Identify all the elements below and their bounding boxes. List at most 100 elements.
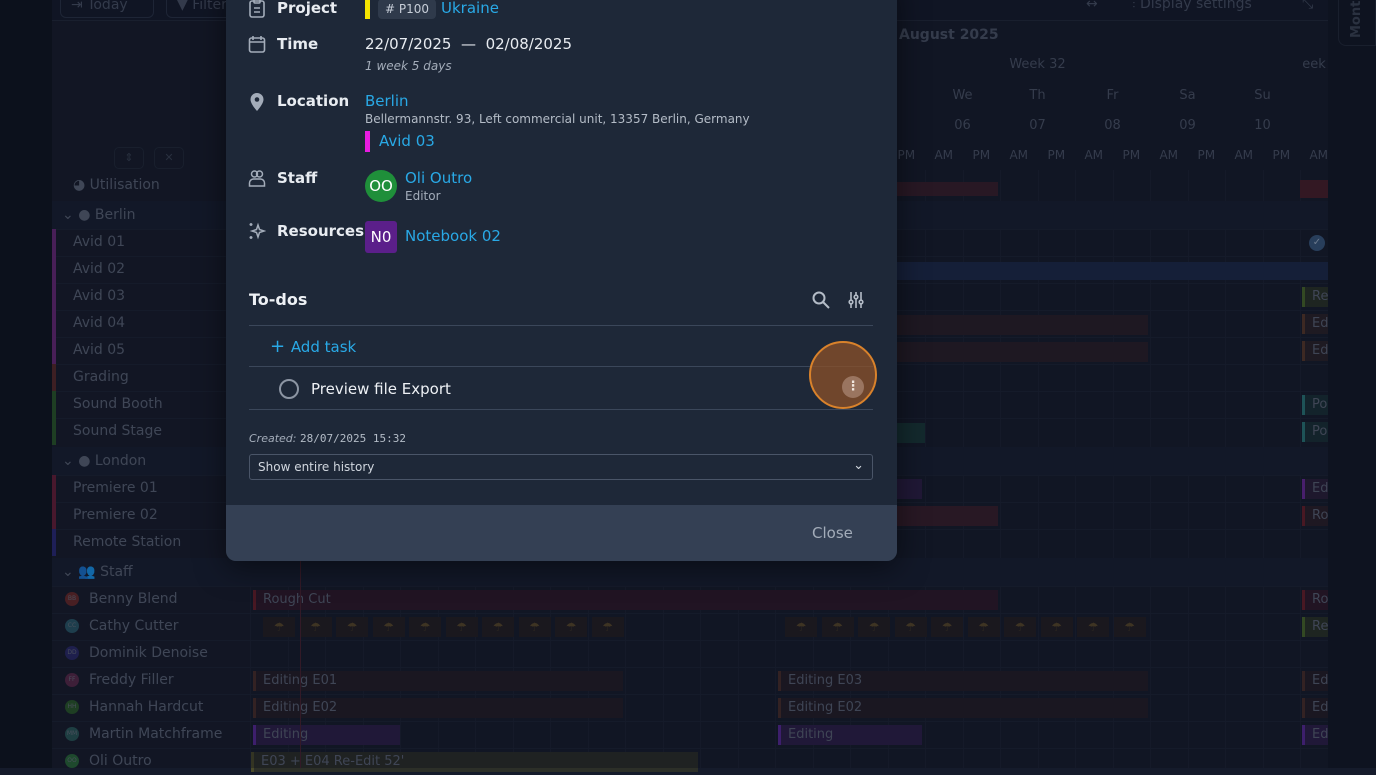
fullscreen-button[interactable]: ⤡	[1302, 0, 1314, 12]
booking-bar[interactable]	[897, 262, 1328, 280]
resource-row[interactable]: Dominik Denoise	[89, 645, 208, 661]
group-berlin[interactable]: ⌄ ● Berlin	[62, 207, 136, 223]
today-button[interactable]: ⇥ Today	[60, 0, 154, 18]
staff-avatar-small: CC	[65, 619, 79, 633]
task-checkbox[interactable]	[279, 379, 299, 399]
resource-row[interactable]: Avid 02	[73, 261, 126, 277]
vacation-umbrella-icon[interactable]: ☂	[555, 617, 587, 637]
booking-bar[interactable]	[897, 342, 1148, 362]
resource-row[interactable]: Avid 03	[73, 288, 126, 304]
vacation-umbrella-icon[interactable]: ☂	[858, 617, 890, 637]
group-london[interactable]: ⌄ ● London	[62, 453, 147, 469]
project-link[interactable]: Ukraine	[441, 0, 499, 17]
resource-row[interactable]: Hannah Hardcut	[89, 699, 204, 715]
resource-color-stripe	[52, 502, 56, 529]
task-more-button[interactable]: ⋮	[842, 376, 864, 398]
close-button[interactable]: Close	[812, 524, 853, 542]
vacation-umbrella-icon[interactable]: ☂	[821, 617, 854, 637]
expand-horizontal-button[interactable]: ↔	[1086, 0, 1098, 12]
resource-row[interactable]: Sound Booth	[73, 396, 163, 412]
booking-bar-editing[interactable]: Editing	[778, 725, 922, 745]
vacation-umbrella-icon[interactable]: ☂	[445, 617, 478, 637]
vacation-umbrella-icon[interactable]: ☂	[591, 617, 624, 637]
vacation-umbrella-icon[interactable]: ☂	[372, 617, 405, 637]
check-circle-icon: ✓	[1309, 235, 1325, 251]
resource-row[interactable]: Martin Matchframe	[89, 726, 223, 742]
resource-row[interactable]: Cathy Cutter	[89, 618, 179, 634]
booking-bar[interactable]: Edi	[1302, 341, 1328, 361]
divider	[249, 409, 873, 410]
group-staff[interactable]: ⌄ 👥 Staff	[62, 564, 133, 580]
vacation-umbrella-icon[interactable]: ☂	[1077, 617, 1109, 637]
vacation-umbrella-icon[interactable]: ☂	[299, 617, 332, 637]
booking-bar[interactable]: Ro	[1302, 590, 1328, 610]
vacation-umbrella-icon[interactable]: ☂	[894, 617, 927, 637]
display-settings-button[interactable]: ⫶ Display settings	[1122, 0, 1292, 18]
plus-icon: +	[270, 336, 291, 357]
vacation-umbrella-icon[interactable]: ☂	[785, 617, 817, 637]
today-icon: ⇥	[71, 0, 88, 13]
history-select[interactable]: Show entire history ⌄	[249, 454, 873, 480]
booking-bar[interactable]	[897, 423, 925, 443]
staff-link[interactable]: Oli Outro	[405, 169, 473, 187]
booking-bar[interactable]: Ro	[1302, 506, 1328, 526]
vacation-umbrella-icon[interactable]: ☂	[931, 617, 963, 637]
booking-bar[interactable]: Edi	[1302, 314, 1328, 334]
booking-bar[interactable]: Edi	[1302, 671, 1328, 691]
resource-color-stripe	[52, 256, 56, 283]
vacation-umbrella-icon[interactable]: ☂	[1040, 617, 1073, 637]
resource-color-stripe	[52, 391, 56, 418]
booking-bar-rough-cut[interactable]: Rough Cut	[253, 590, 998, 610]
booking-bar[interactable]	[897, 506, 998, 526]
resource-color-stripe	[52, 283, 56, 310]
booking-bar-editing[interactable]: Editing	[253, 725, 400, 745]
todos-title: To-dos	[249, 290, 308, 309]
vacation-umbrella-icon[interactable]: ☂	[336, 617, 368, 637]
location-link[interactable]: Berlin	[365, 92, 409, 110]
booking-bar-editing-e02[interactable]: Editing E02	[778, 698, 1148, 718]
booking-bar-reedit[interactable]: E03 + E04 Re-Edit 52'	[251, 752, 698, 772]
room-link[interactable]: Avid 03	[379, 132, 435, 150]
vacation-umbrella-icon[interactable]: ☂	[967, 617, 1000, 637]
day-number: 09	[1179, 118, 1196, 133]
resource-row[interactable]: Oli Outro	[89, 753, 152, 769]
booking-bar[interactable]: Edi	[1302, 725, 1328, 745]
resource-row[interactable]: Grading	[73, 369, 129, 385]
resource-row[interactable]: Sound Stage	[73, 423, 162, 439]
resource-row[interactable]: Avid 01	[73, 234, 126, 250]
add-task-button[interactable]: + Add task	[270, 336, 357, 357]
pie-chart-icon: ◕	[73, 177, 90, 193]
resource-color-stripe	[52, 364, 56, 391]
booking-bar[interactable]: Edi	[1302, 479, 1328, 499]
half-day-label: PM	[1047, 148, 1066, 162]
resource-row[interactable]: Avid 05	[73, 342, 126, 358]
booking-bar[interactable]: Edi	[1302, 698, 1328, 718]
resource-row[interactable]: Premiere 02	[73, 507, 158, 523]
half-day-label: PM	[972, 148, 991, 162]
resource-link[interactable]: Notebook 02	[405, 227, 501, 245]
todo-settings-button[interactable]	[847, 291, 867, 311]
booking-bar-editing-e03[interactable]: Editing E03	[778, 671, 1148, 691]
vacation-umbrella-icon[interactable]: ☂	[518, 617, 551, 637]
vacation-umbrella-icon[interactable]: ☂	[1113, 617, 1146, 637]
resource-row[interactable]: Premiere 01	[73, 480, 158, 496]
resource-row[interactable]: Benny Blend	[89, 591, 178, 607]
search-todos-button[interactable]	[811, 290, 833, 312]
resource-row[interactable]: Freddy Filler	[89, 672, 174, 688]
booking-bar[interactable]: Re	[1302, 617, 1328, 637]
booking-bar[interactable]	[897, 479, 922, 499]
sliders-icon: ⫶	[1132, 0, 1140, 12]
vacation-umbrella-icon[interactable]: ☂	[482, 617, 514, 637]
booking-bar[interactable]: Po	[1302, 395, 1328, 415]
resource-row[interactable]: Remote Station	[73, 534, 182, 550]
vacation-umbrella-icon[interactable]: ☂	[1004, 617, 1036, 637]
booking-bar[interactable]: Po	[1302, 422, 1328, 442]
collapse-all-button[interactable]: ✕	[154, 147, 184, 169]
booking-bar[interactable]: Re	[1302, 287, 1328, 307]
booking-bar[interactable]	[897, 315, 1148, 335]
vacation-umbrella-icon[interactable]: ☂	[263, 617, 295, 637]
vacation-umbrella-icon[interactable]: ☂	[409, 617, 441, 637]
utilisation-row[interactable]: ◕ Utilisation	[73, 177, 160, 193]
expand-all-button[interactable]: ⇕	[114, 147, 144, 169]
resource-row[interactable]: Avid 04	[73, 315, 126, 331]
